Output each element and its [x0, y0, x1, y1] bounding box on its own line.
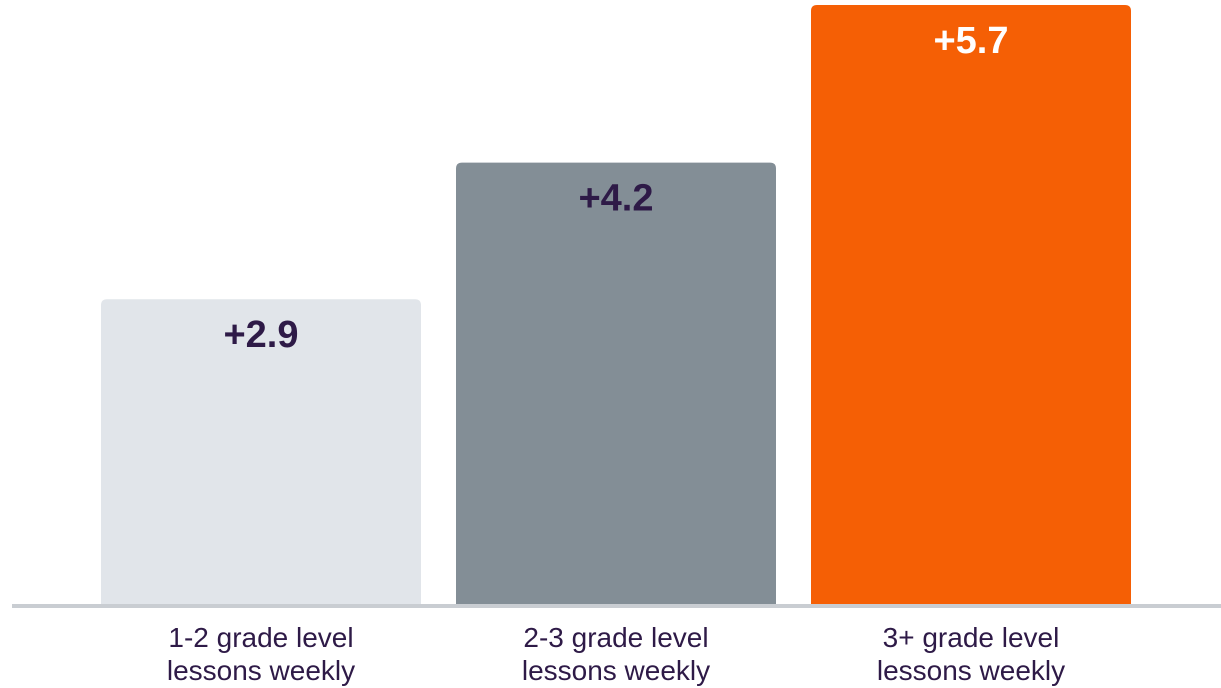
category-label-line: 3+ grade level: [883, 622, 1060, 653]
category-label-line: lessons weekly: [167, 655, 355, 686]
bar-2: [456, 162, 776, 604]
category-label-line: 1-2 grade level: [168, 622, 353, 653]
category-label-1: 1-2 grade level lessons weekly: [167, 622, 355, 686]
category-label-2: 2-3 grade level lessons weekly: [522, 622, 710, 686]
bars-group: +2.9 +4.2 +5.7: [101, 5, 1131, 604]
bar-value-label-1: +2.9: [223, 314, 298, 356]
category-label-line: lessons weekly: [522, 655, 710, 686]
bar-value-label-2: +4.2: [578, 178, 653, 220]
bar-1: [101, 299, 421, 604]
bar-value-label-3: +5.7: [933, 20, 1008, 62]
category-label-3: 3+ grade level lessons weekly: [877, 622, 1065, 686]
bar-3: [811, 5, 1131, 604]
category-label-line: 2-3 grade level: [523, 622, 708, 653]
category-label-line: lessons weekly: [877, 655, 1065, 686]
